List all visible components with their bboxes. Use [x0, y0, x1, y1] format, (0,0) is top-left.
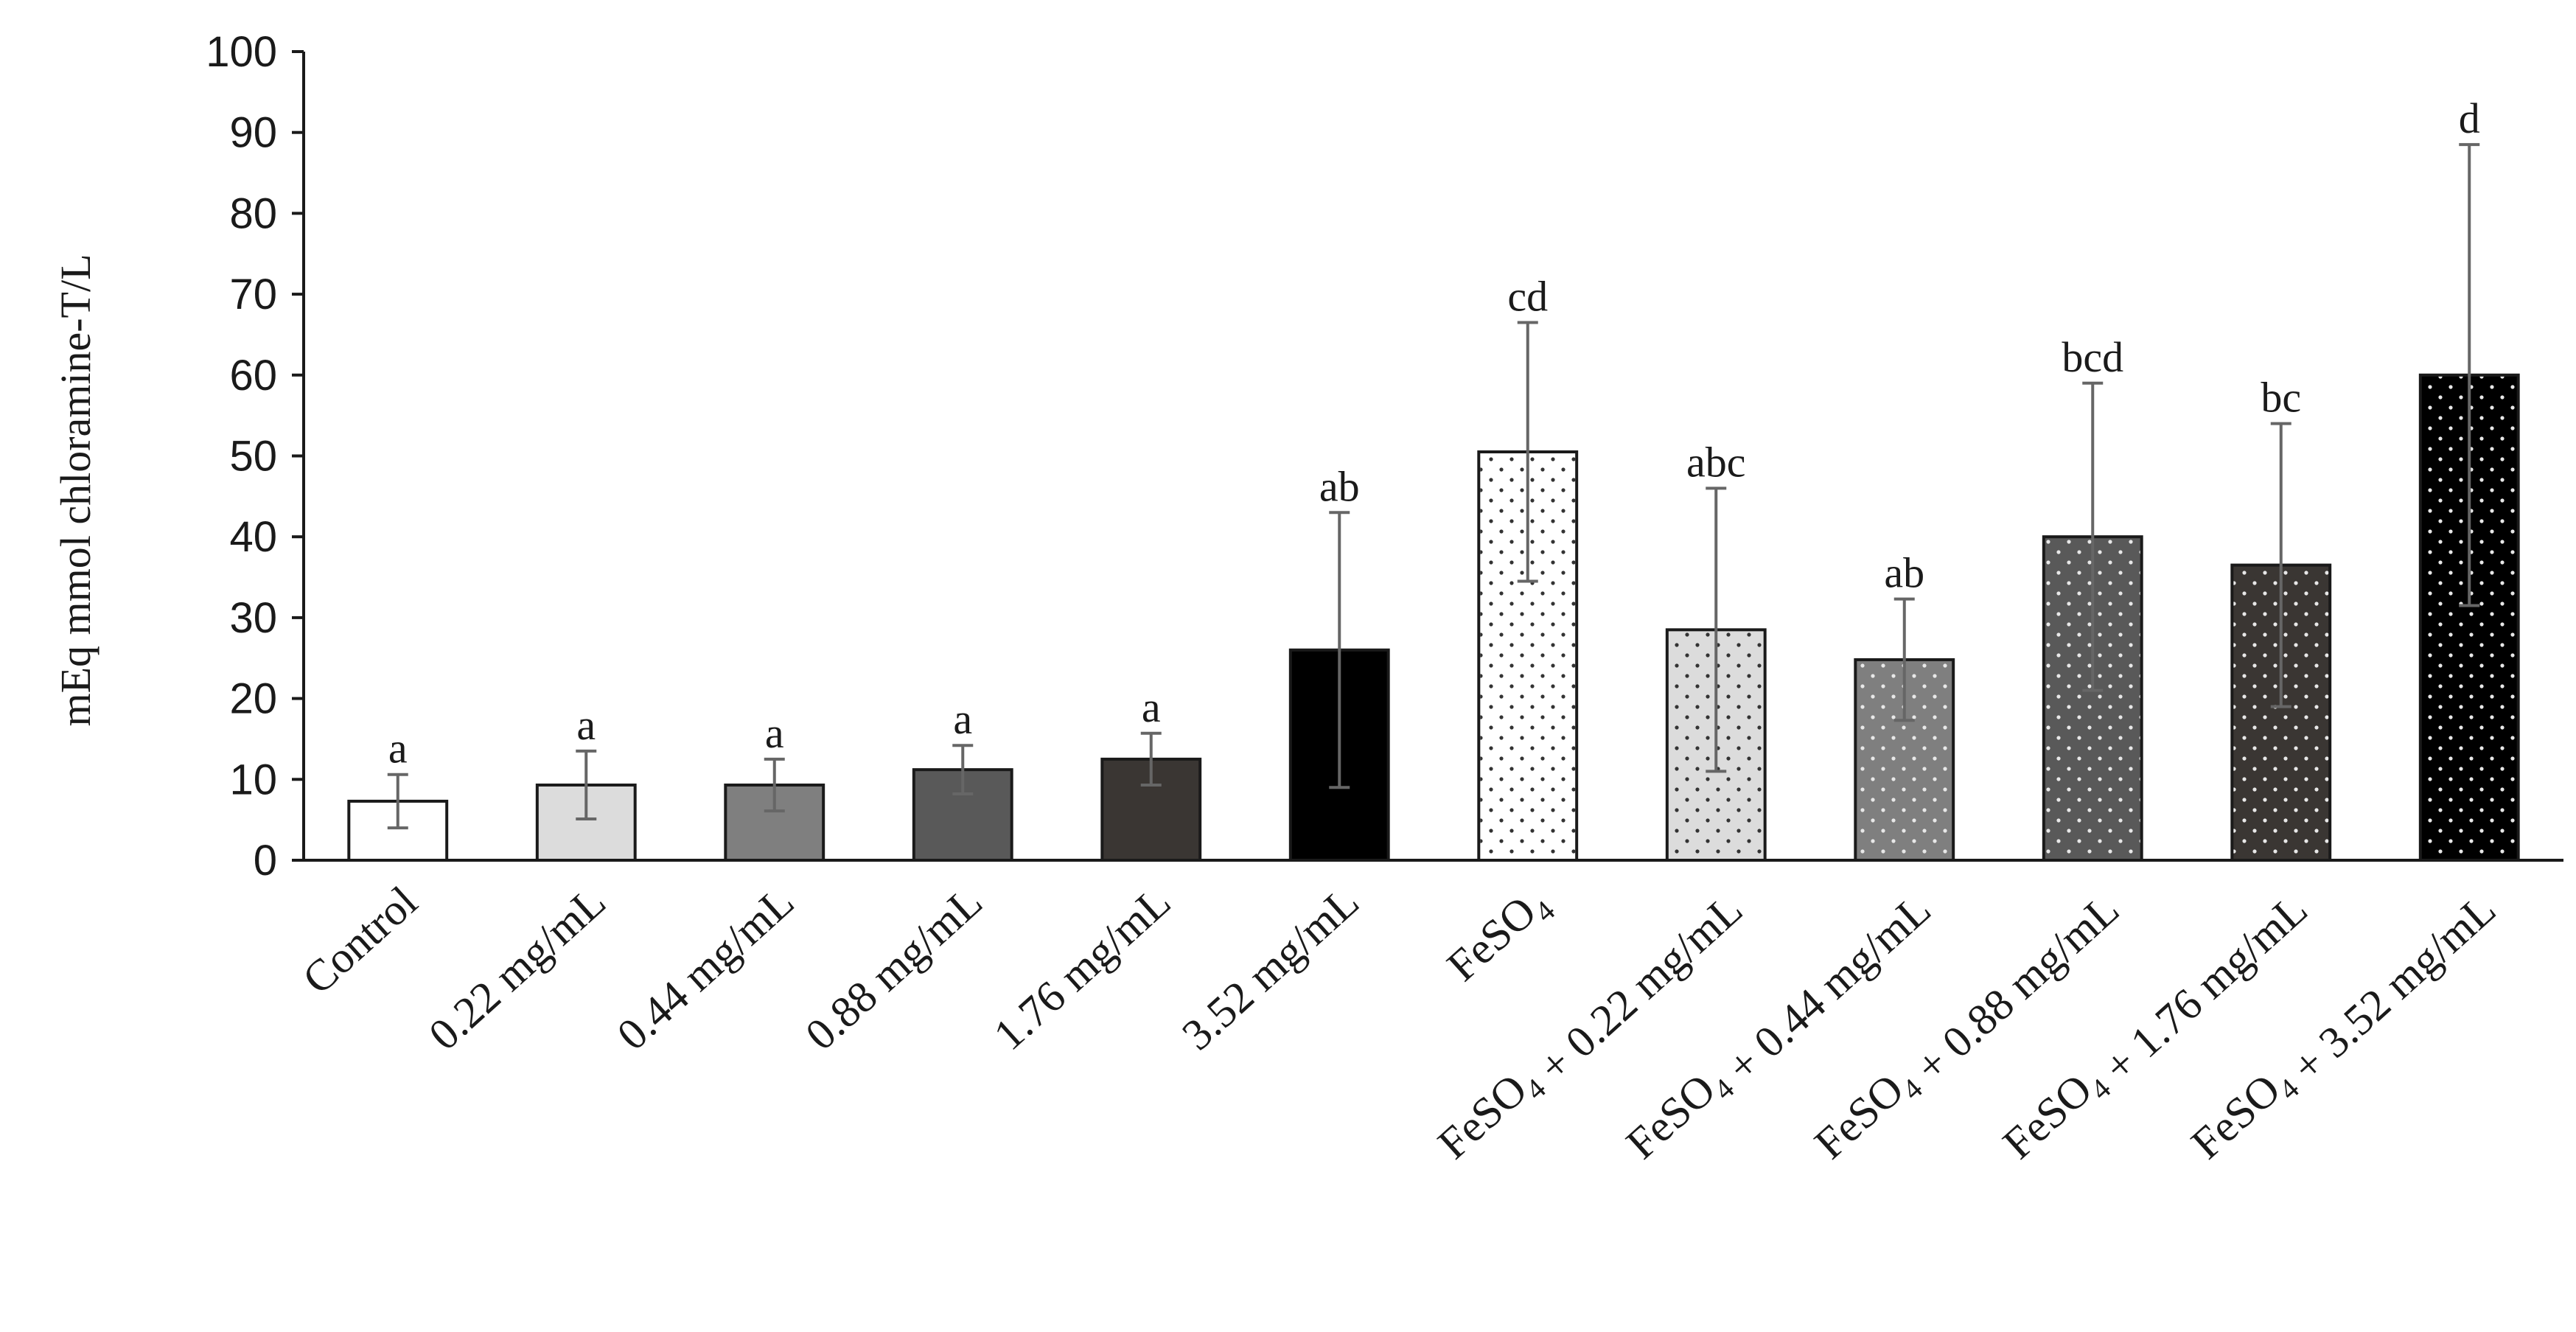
significance-label-11: bc — [2261, 374, 2301, 422]
error-bar-1 — [387, 773, 408, 830]
error-bar-11 — [2270, 422, 2291, 708]
error-bar-8 — [1706, 487, 1727, 773]
y-tick-label: 50 — [229, 433, 277, 481]
error-bar-2 — [576, 749, 597, 821]
y-tick-label: 0 — [254, 837, 277, 885]
significance-label-1: a — [388, 725, 408, 773]
error-bar-9 — [1893, 597, 1915, 722]
significance-label-3: a — [765, 709, 784, 757]
bars — [347, 373, 2520, 862]
significance-label-12: d — [2459, 94, 2480, 142]
x-category-label-10: FeSO4 + 0.88 mg/mL — [1805, 877, 2128, 1176]
y-tick-label: 90 — [229, 109, 277, 157]
error-bar-12 — [2459, 143, 2480, 607]
error-bars — [387, 143, 2480, 830]
x-category-label-9: FeSO4 + 0.44 mg/mL — [1617, 877, 1940, 1176]
y-axis-label: mEq mmol chloramine-T/L — [52, 254, 100, 726]
error-bar-7 — [1517, 321, 1538, 583]
significance-label-5: a — [1142, 683, 1161, 731]
error-bar-5 — [1140, 731, 1162, 787]
x-category-label-3: 0.44 mg/mL — [608, 877, 803, 1060]
error-bar-4 — [952, 744, 974, 796]
y-tick-label: 70 — [229, 271, 277, 318]
y-tick-label: 60 — [229, 352, 277, 400]
y-tick-label: 10 — [229, 756, 277, 803]
x-category-label-6: 3.52 mg/mL — [1173, 877, 1368, 1060]
y-tick-label: 30 — [229, 594, 277, 642]
y-tick-label: 100 — [206, 28, 277, 76]
significance-label-9: ab — [1884, 549, 1924, 597]
y-tick-label: 80 — [229, 189, 277, 237]
x-category-label-12: FeSO4 + 3.52 mg/mL — [2182, 877, 2505, 1176]
x-category-label-7: FeSO4 — [1438, 877, 1561, 996]
x-category-label-2: 0.22 mg/mL — [419, 877, 615, 1060]
y-tick-label: 40 — [229, 513, 277, 561]
significance-label-4: a — [953, 695, 972, 743]
x-category-label-4: 0.88 mg/mL — [796, 877, 991, 1060]
y-axis-ticks: 0 10 20 30 40 50 60 70 80 90 100 — [206, 28, 304, 885]
significance-label-7: cd — [1507, 272, 1548, 320]
x-category-label-11: FeSO4 + 1.76 mg/mL — [1994, 877, 2317, 1176]
x-category-label-5: 1.76 mg/mL — [985, 877, 1180, 1060]
significance-label-8: abc — [1686, 438, 1746, 486]
significance-label-10: bcd — [2062, 333, 2123, 381]
error-bar-3 — [764, 757, 785, 813]
significance-label-2: a — [576, 701, 596, 749]
y-tick-label: 20 — [229, 675, 277, 723]
error-bar-6 — [1329, 511, 1350, 789]
significance-label-6: ab — [1319, 462, 1360, 510]
error-bar-10 — [2082, 381, 2104, 692]
x-category-label-1: Control — [293, 877, 426, 1004]
